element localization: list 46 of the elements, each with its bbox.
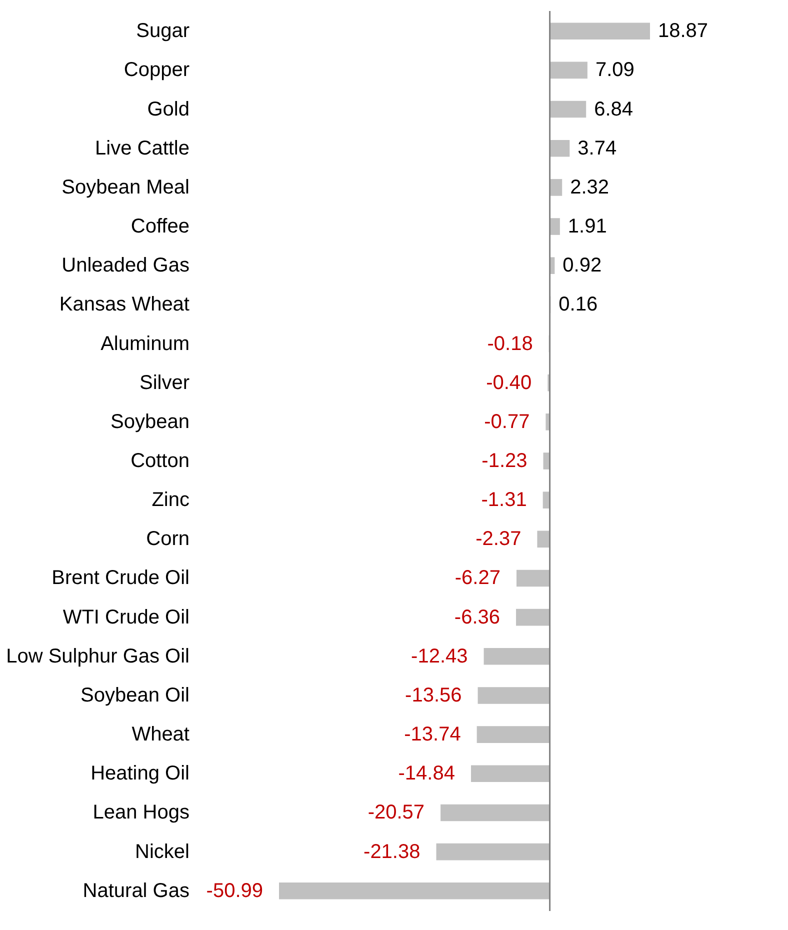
y-tick-label: Cotton [130, 450, 190, 472]
data-label: -12.43 [411, 645, 468, 668]
y-tick-label: Silver [139, 372, 190, 394]
data-label: -50.99 [206, 880, 263, 902]
data-label: 6.84 [594, 98, 634, 120]
data-label: 1.91 [568, 216, 607, 238]
data-label: -21.38 [364, 840, 420, 863]
y-tick-label: Natural Gas [82, 880, 190, 902]
data-label: -0.18 [487, 332, 533, 355]
data-label: -1.31 [481, 489, 527, 512]
y-tick-label: WTI Crude Oil [62, 606, 190, 628]
y-tick-label: Sugar [136, 20, 190, 42]
data-label: -0.40 [486, 372, 532, 394]
data-label: -2.37 [476, 528, 522, 550]
y-tick-label: Kansas Wheat [59, 294, 190, 316]
y-tick-label: Low Sulphur Gas Oil [6, 645, 190, 668]
y-tick-label: Soybean Meal [62, 176, 190, 198]
y-tick-label: Nickel [135, 840, 190, 863]
data-label: 3.74 [578, 137, 617, 160]
y-tick-label: Brent Crude Oil [52, 567, 190, 590]
y-tick-label: Unleaded Gas [62, 254, 190, 277]
y-tick-label: Heating Oil [90, 762, 190, 785]
data-label: 2.32 [570, 176, 610, 198]
data-label: 7.09 [595, 59, 634, 82]
data-label: -1.23 [482, 450, 528, 472]
data-label: -14.84 [398, 762, 455, 785]
y-tick-label: Aluminum [100, 332, 190, 355]
data-label: 0.16 [558, 294, 598, 316]
data-label: -6.27 [454, 567, 500, 590]
data-label: -6.36 [454, 606, 500, 628]
data-label: 18.87 [658, 20, 708, 42]
y-tick-label: Lean Hogs [92, 802, 190, 824]
y-tick-label: Soybean [110, 410, 190, 433]
y-tick-label: Wheat [132, 724, 190, 746]
data-label: -13.56 [405, 684, 462, 706]
y-tick-label: Gold [147, 98, 190, 120]
y-tick-label: Corn [146, 528, 190, 550]
data-label: -0.77 [484, 410, 530, 433]
y-tick-label: Coffee [130, 216, 190, 238]
y-tick-label: Live Cattle [95, 137, 190, 160]
y-tick-label: Zinc [152, 489, 190, 512]
y-tick-label: Copper [124, 59, 190, 82]
data-label: -13.74 [404, 724, 461, 746]
data-label: -20.57 [368, 802, 425, 824]
y-tick-label: Soybean Oil [80, 684, 190, 706]
data-label: 0.92 [562, 254, 602, 277]
